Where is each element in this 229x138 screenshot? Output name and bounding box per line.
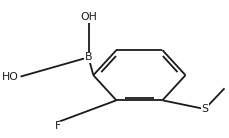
- Text: B: B: [85, 52, 92, 62]
- Text: OH: OH: [80, 12, 97, 22]
- Text: S: S: [200, 104, 207, 114]
- Text: HO: HO: [1, 72, 18, 82]
- Text: F: F: [55, 121, 61, 131]
